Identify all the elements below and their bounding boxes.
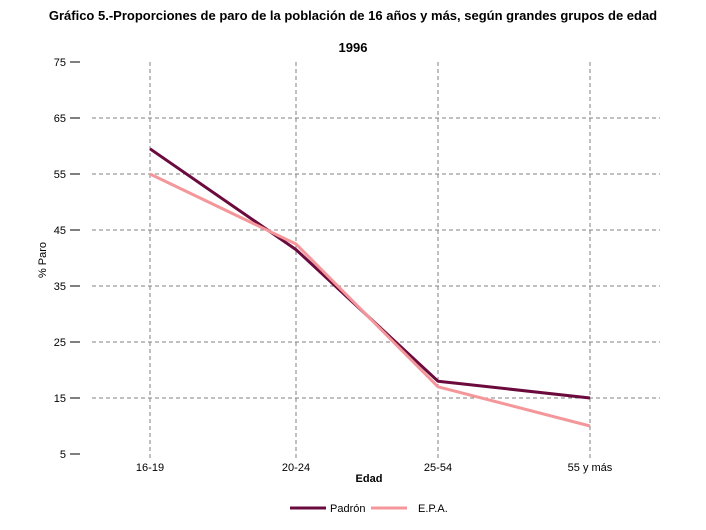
x-tick-label: 20-24 xyxy=(282,462,310,474)
axis-layer: 5 15 25 35 45 55 65 75 16-19 20-24 25-54 55 y más xyxy=(54,57,613,474)
y-tick-label: 25 xyxy=(54,337,66,349)
legend-label: E.P.A. xyxy=(418,503,448,515)
x-axis-label: Edad xyxy=(356,473,383,485)
y-tick-label: 45 xyxy=(54,225,66,237)
series-line-epa xyxy=(149,172,591,428)
chart-subtitle: 1996 xyxy=(338,40,368,55)
y-axis-label: % Paro xyxy=(37,242,49,278)
y-tick-label: 65 xyxy=(54,113,66,125)
x-tick-label: 55 y más xyxy=(568,462,613,474)
grid-layer xyxy=(92,62,660,460)
legend-label: Padrón xyxy=(330,503,365,515)
x-tick-label: 16-19 xyxy=(136,462,164,474)
y-tick-label: 15 xyxy=(54,393,66,405)
y-tick-label: 75 xyxy=(54,57,66,69)
series-line-padron xyxy=(149,147,591,400)
legend: Padrón E.P.A. xyxy=(290,503,448,515)
y-tick-label: 55 xyxy=(54,169,66,181)
x-tick-label: 25-54 xyxy=(424,462,452,474)
y-tick-label: 5 xyxy=(60,449,66,461)
series-layer xyxy=(149,147,591,428)
chart-title: Gráfico 5.-Proporciones de paro de la po… xyxy=(48,8,658,23)
y-tick-label: 35 xyxy=(54,281,66,293)
